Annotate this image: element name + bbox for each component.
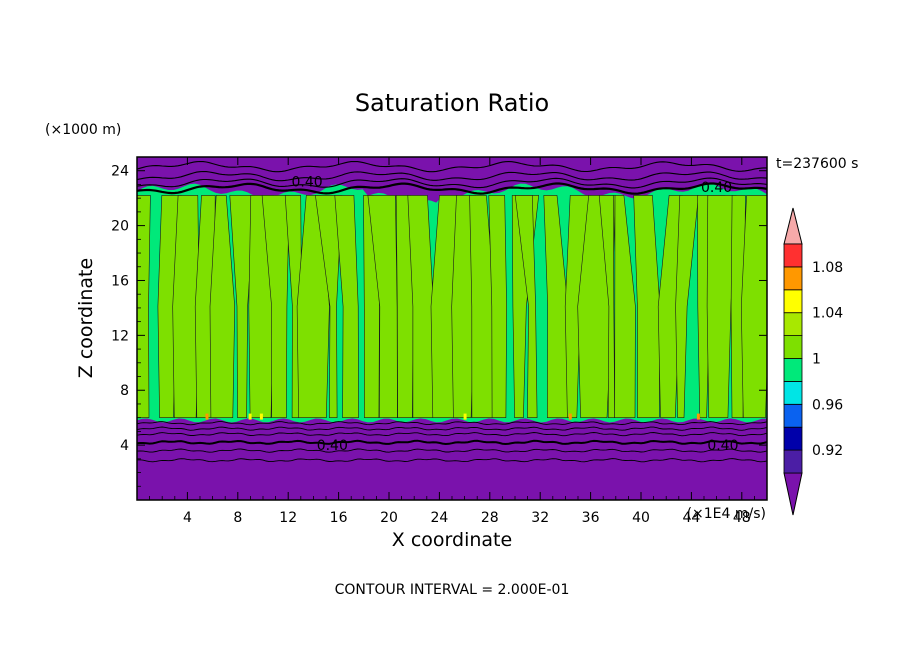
colorbar-swatch bbox=[783, 358, 803, 382]
lower-contour bbox=[137, 439, 767, 446]
y-axis-label: Z coordinate bbox=[75, 258, 97, 378]
x-tick-label: 40 bbox=[632, 510, 650, 526]
contour-labels: 0.40 0.40 0.40 0.40 bbox=[292, 175, 739, 454]
y-tick-label: 12 bbox=[111, 328, 129, 344]
y-tick-label: 4 bbox=[120, 438, 129, 454]
upper-contour bbox=[137, 177, 767, 189]
lower-contour bbox=[137, 421, 767, 426]
supersaturated-streak bbox=[514, 195, 538, 418]
colorbar-swatch bbox=[783, 243, 803, 268]
colorbar-swatch bbox=[783, 335, 803, 359]
speckle bbox=[259, 413, 263, 420]
colorbar-under-triangle bbox=[783, 472, 803, 516]
colorbar-swatch bbox=[783, 403, 803, 428]
colorbar-over-triangle bbox=[783, 207, 803, 245]
contour-label: 0.40 bbox=[292, 175, 323, 191]
supersaturated-streak bbox=[172, 195, 200, 418]
y-tick-label: 16 bbox=[111, 273, 129, 289]
supersaturated-streak bbox=[633, 195, 661, 418]
y-unit-label: (×1000 m) bbox=[45, 122, 121, 138]
speckle bbox=[248, 413, 252, 420]
colorbar-swatch bbox=[783, 380, 803, 405]
upper-contour bbox=[137, 182, 767, 195]
supersaturated-streak bbox=[367, 195, 398, 418]
saturation-field bbox=[137, 157, 767, 500]
speckle bbox=[205, 413, 209, 420]
colorbar-swatch bbox=[783, 426, 803, 451]
supersaturated-streak bbox=[488, 195, 507, 418]
x-tick-label: 48 bbox=[733, 510, 751, 526]
lower-contour bbox=[137, 432, 767, 437]
y-tick-label: 20 bbox=[111, 219, 129, 235]
colorbar-label: 1.04 bbox=[812, 306, 843, 322]
y-tick-label: 8 bbox=[120, 383, 129, 399]
speckle bbox=[568, 413, 572, 420]
x-tick-label: 44 bbox=[682, 510, 700, 526]
colorbar-label: 0.96 bbox=[812, 397, 843, 413]
supersaturated-streak bbox=[614, 195, 636, 418]
contour-label: 0.40 bbox=[707, 438, 738, 454]
contour-interval-footer: CONTOUR INTERVAL = 2.000E-01 bbox=[335, 582, 570, 598]
supersaturated-streak bbox=[137, 195, 151, 418]
x-tick-label: 20 bbox=[380, 510, 398, 526]
x-tick-label: 12 bbox=[279, 510, 297, 526]
contour-label: 0.40 bbox=[701, 180, 732, 196]
lower-contour bbox=[137, 458, 767, 463]
colorbar: 1.08 1.04 1 0.96 0.92 bbox=[783, 207, 843, 516]
time-label: t=237600 s bbox=[776, 156, 858, 172]
colorbar-swatch bbox=[783, 312, 803, 337]
supersaturated-streak bbox=[740, 195, 767, 418]
lower-contour bbox=[137, 448, 767, 453]
speckle bbox=[696, 413, 700, 420]
contour-lines bbox=[137, 160, 767, 463]
chart-title: Saturation Ratio bbox=[355, 89, 549, 117]
x-tick-label: 36 bbox=[582, 510, 600, 526]
x-tick-label: 8 bbox=[233, 510, 242, 526]
x-unit-label: (×1E4 m/s) bbox=[687, 506, 766, 522]
colorbar-swatch bbox=[783, 266, 803, 291]
lower-contour bbox=[137, 426, 767, 431]
x-axis-ticks: 4 8 12 16 20 24 28 32 36 40 44 48 bbox=[149, 157, 755, 526]
supersaturated-streak bbox=[334, 195, 359, 418]
x-tick-label: 28 bbox=[481, 510, 499, 526]
colorbar-swatch bbox=[783, 289, 803, 314]
x-tick-label: 32 bbox=[531, 510, 549, 526]
colorbar-label: 1.08 bbox=[812, 260, 843, 276]
colorbar-label: 0.92 bbox=[812, 443, 843, 459]
upper-contour bbox=[137, 160, 767, 173]
speckle bbox=[463, 413, 467, 420]
upper-contour bbox=[137, 170, 767, 182]
x-tick-label: 4 bbox=[183, 510, 192, 526]
x-axis-label: X coordinate bbox=[392, 529, 512, 551]
colorbar-label: 1 bbox=[812, 352, 821, 368]
contour-label: 0.40 bbox=[317, 438, 348, 454]
supersaturated-streak bbox=[209, 195, 236, 418]
y-axis-ticks: 4 8 12 16 20 24 bbox=[111, 164, 767, 487]
x-tick-label: 24 bbox=[430, 510, 448, 526]
y-tick-label: 24 bbox=[111, 164, 129, 180]
colorbar-swatch bbox=[783, 449, 803, 474]
x-tick-label: 16 bbox=[330, 510, 348, 526]
